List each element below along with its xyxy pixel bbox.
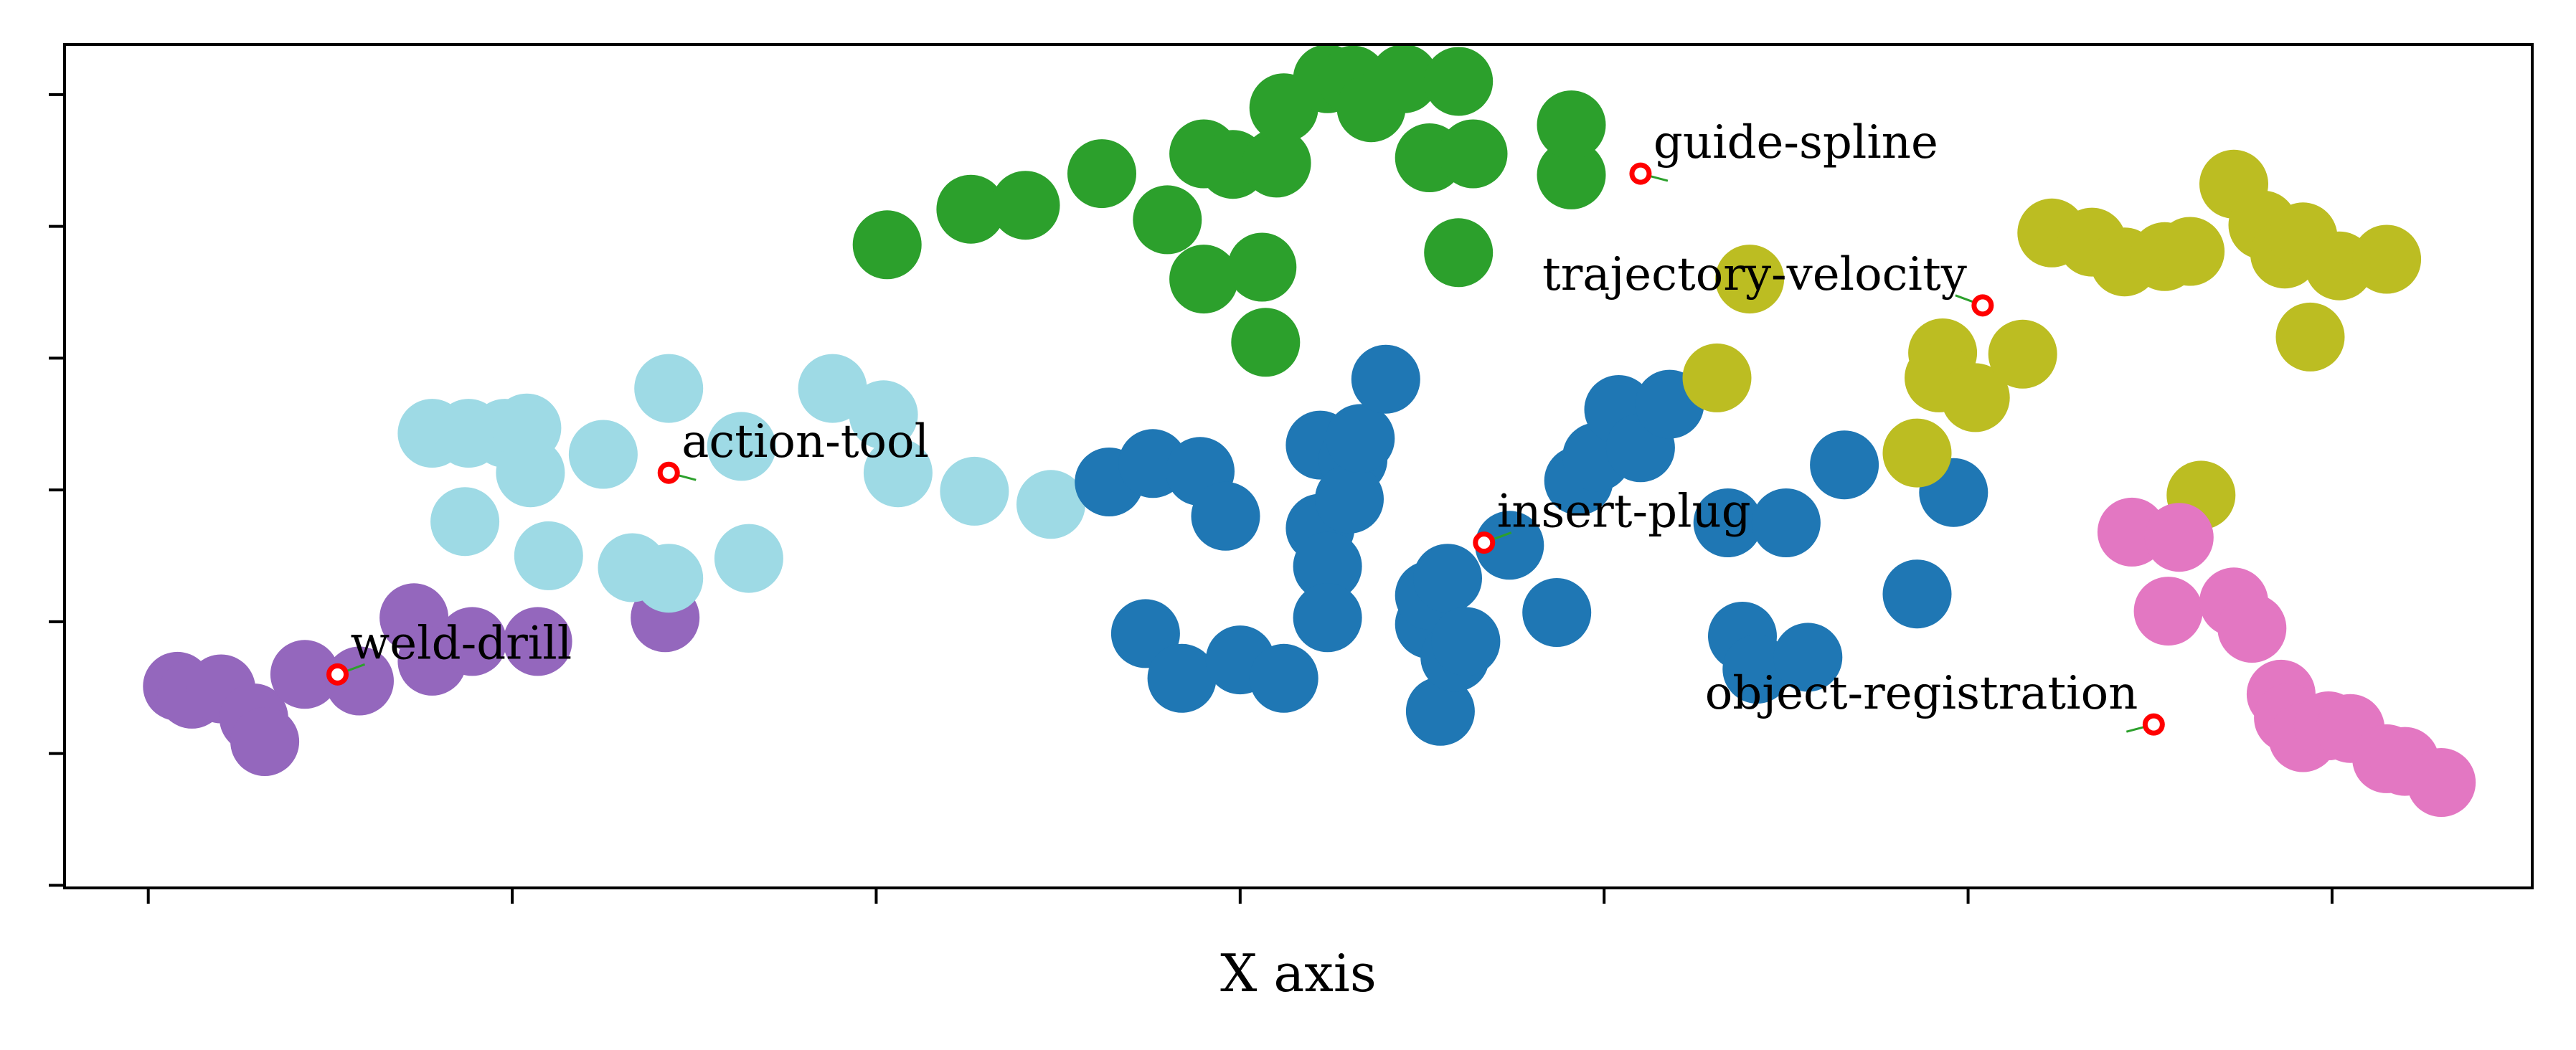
data-point (1424, 218, 1494, 288)
data-point (2352, 224, 2422, 294)
data-point (1693, 488, 1763, 557)
data-point (707, 412, 776, 481)
annotation-label: weld-drill (351, 617, 572, 670)
data-point (863, 438, 933, 508)
annotation-label: guide-spline (1653, 116, 1938, 169)
annotation-label: trajectory-velocity (1542, 248, 1967, 301)
data-point (568, 420, 638, 489)
data-point (1715, 245, 1785, 314)
annotation-marker (1473, 531, 1496, 554)
data-point (1231, 308, 1301, 377)
annotation-marker (657, 461, 680, 484)
data-point (1242, 128, 1311, 198)
data-point (1133, 185, 1202, 255)
data-point (1067, 139, 1136, 209)
data-point (1773, 623, 1843, 692)
x-ticks (146, 888, 2334, 904)
data-point (940, 456, 1009, 526)
plot-frame (63, 43, 2534, 889)
data-point (438, 607, 507, 676)
data-point (1147, 643, 1217, 713)
data-point (2133, 577, 2203, 646)
annotations-layer: weld-drill action-tool insert-plug guide-sp… (326, 116, 2165, 736)
data-point (852, 210, 922, 280)
data-point (270, 640, 339, 709)
data-point (1940, 363, 2010, 432)
data-point (1369, 44, 1439, 113)
annotation-marker (1629, 162, 1652, 185)
data-point (514, 521, 583, 590)
data-point (2217, 594, 2287, 663)
data-point (1537, 90, 1606, 160)
data-point (496, 438, 565, 508)
data-point (1751, 488, 1821, 557)
data-point (1475, 511, 1544, 580)
data-point (1882, 559, 1952, 629)
annotation-marker (1971, 294, 1994, 317)
annotation-label: object-registration (1705, 667, 2138, 720)
data-point (1438, 119, 1508, 189)
data-point (1682, 343, 1752, 412)
data-point (1431, 607, 1501, 676)
annotation-label: insert-plug (1497, 486, 1751, 539)
annotation-marker (2142, 713, 2165, 736)
data-point (1537, 140, 1606, 209)
data-point (1351, 344, 1420, 414)
data-point (634, 354, 704, 423)
data-point (1810, 430, 1879, 500)
data-point (2407, 748, 2476, 817)
points-layer (143, 44, 2476, 817)
data-point (1326, 404, 1395, 473)
data-point (1882, 418, 1952, 488)
data-point (1988, 319, 2057, 389)
data-point (936, 174, 1006, 244)
data-point (1249, 643, 1318, 713)
data-point (714, 524, 783, 593)
data-point (1405, 676, 1475, 746)
data-point (325, 646, 394, 716)
data-point (849, 380, 918, 450)
annotation-label: action-tool (681, 415, 929, 468)
data-point (2156, 217, 2225, 286)
data-point (230, 707, 300, 776)
x-axis-label: X axis (1220, 943, 1377, 1003)
data-point (1169, 245, 1239, 314)
data-point (2275, 302, 2345, 372)
data-point (1413, 544, 1482, 613)
data-point (634, 544, 704, 613)
annotation-marker (326, 663, 349, 686)
data-point (1227, 232, 1297, 302)
data-point (2144, 503, 2214, 572)
data-point (1315, 464, 1384, 534)
data-point (1293, 583, 1362, 653)
data-point (1424, 47, 1494, 116)
y-ticks (49, 93, 65, 887)
data-point (1293, 531, 1362, 601)
data-point (1522, 578, 1592, 647)
data-point (798, 354, 867, 423)
data-point (503, 607, 572, 676)
data-point (1016, 470, 1085, 539)
data-point (1191, 481, 1260, 551)
data-point (430, 487, 500, 557)
data-point (991, 171, 1060, 240)
